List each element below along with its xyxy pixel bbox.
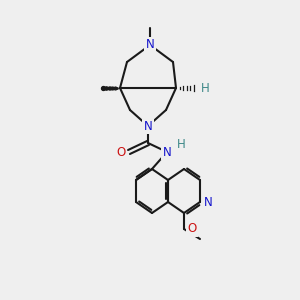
Text: H: H	[201, 82, 209, 94]
Text: N: N	[146, 38, 154, 52]
Text: O: O	[116, 146, 126, 158]
Text: N: N	[144, 119, 152, 133]
Text: N: N	[163, 146, 171, 158]
Text: H: H	[177, 139, 185, 152]
Text: O: O	[188, 223, 196, 236]
Text: N: N	[204, 196, 212, 208]
